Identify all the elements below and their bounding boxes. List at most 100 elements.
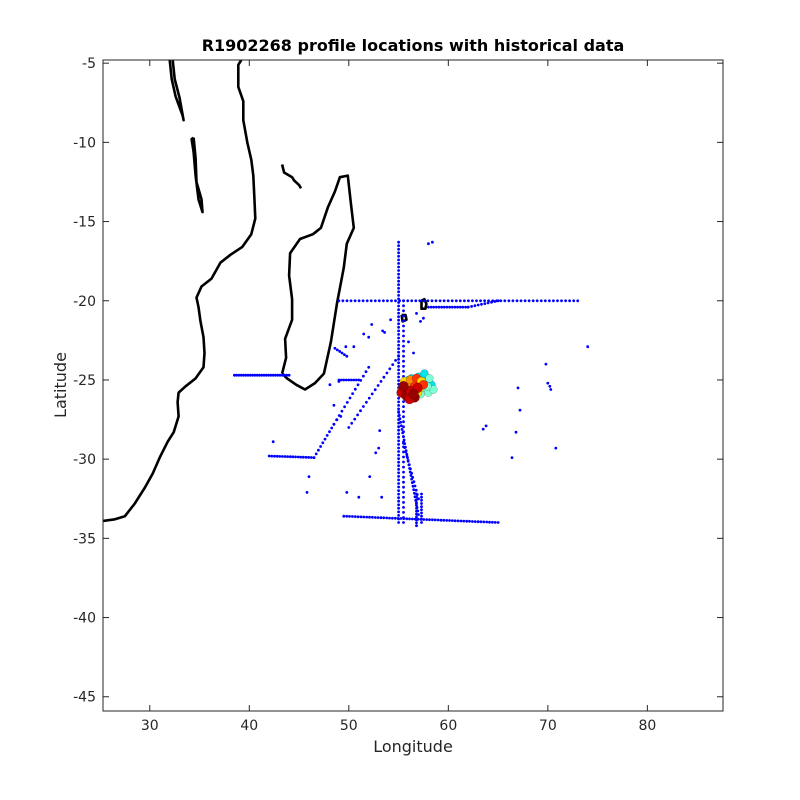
historical-point [314,452,318,456]
historical-point [483,299,486,303]
historical-point [476,303,480,307]
historical-point [397,357,400,361]
historical-point [296,455,300,459]
historical-point [260,373,264,377]
historical-point [357,299,361,303]
historical-point [397,425,400,429]
historical-point [397,365,400,368]
historical-point [420,514,423,518]
historical-point [385,516,389,520]
historical-point [370,323,374,326]
y-axis-label: Latitude [51,352,70,418]
historical-point [321,441,325,445]
historical-point [407,463,411,466]
historical-point [402,465,405,469]
historical-point [359,409,362,413]
historical-point [397,290,400,294]
historical-point [397,304,400,308]
historical-point [397,340,400,343]
historical-point [397,489,400,492]
historical-point [397,262,400,265]
historical-point [402,309,405,313]
historical-point [420,521,423,524]
historical-point [454,299,458,303]
historical-point [386,299,389,303]
historical-point [402,354,405,358]
historical-point [491,520,494,524]
historical-point [357,378,361,382]
historical-point [402,319,405,323]
historical-point [330,426,334,430]
historical-point [397,439,400,443]
historical-point [397,432,400,436]
historical-point [556,299,559,303]
historical-point [397,368,400,372]
historical-point [382,375,386,379]
historical-point [464,305,467,309]
historical-point [377,446,381,450]
historical-point [507,299,511,303]
historical-point [560,299,563,303]
historical-point [397,396,400,400]
historical-point [544,362,548,366]
historical-point [402,450,405,454]
x-tick-label: 80 [638,718,656,734]
historical-point [378,429,382,432]
historical-point [299,455,303,459]
historical-point [564,299,567,303]
historical-point [255,373,259,377]
historical-point [362,332,366,336]
historical-point [328,383,332,387]
historical-point [409,474,413,477]
coastline [190,136,204,214]
historical-point [262,373,266,377]
historical-point [448,305,452,309]
historical-point [415,518,418,522]
historical-point [397,450,400,453]
historical-point [499,299,503,303]
historical-point [402,490,405,494]
historical-point [397,244,400,248]
historical-point [442,518,446,522]
historical-point [379,380,383,383]
historical-point [482,520,486,524]
historical-point [365,515,369,519]
historical-point [402,400,405,403]
historical-point [397,443,400,446]
historical-point [367,365,371,369]
historical-point [278,373,282,377]
historical-point [344,345,348,349]
historical-point [440,305,444,309]
chart-title: R1902268 profile locations with historic… [202,36,625,55]
historical-point [462,519,466,523]
historical-point [380,495,384,499]
historical-point [402,460,405,464]
historical-point [393,516,397,520]
historical-point [402,349,405,353]
historical-point [365,400,368,404]
historical-point [364,370,368,374]
historical-point [519,299,523,303]
historical-point [415,312,418,315]
historical-point [323,437,327,441]
profile-point [420,369,429,378]
historical-point [523,299,527,303]
historical-point [401,431,405,435]
historical-point [496,299,500,303]
historical-point [511,299,515,303]
historical-point [543,299,547,303]
y-tick-label: -20 [73,294,96,310]
historical-point [456,305,459,309]
historical-point [339,415,343,418]
y-tick-label: -45 [73,690,96,706]
historical-point [415,509,418,513]
historical-point [397,265,400,269]
historical-point [397,467,400,471]
historical-point [390,299,393,303]
historical-point [420,517,423,521]
historical-point [402,329,405,333]
historical-point [453,519,457,523]
profile-point [425,374,434,383]
historical-point [382,516,386,520]
historical-point [343,405,346,409]
